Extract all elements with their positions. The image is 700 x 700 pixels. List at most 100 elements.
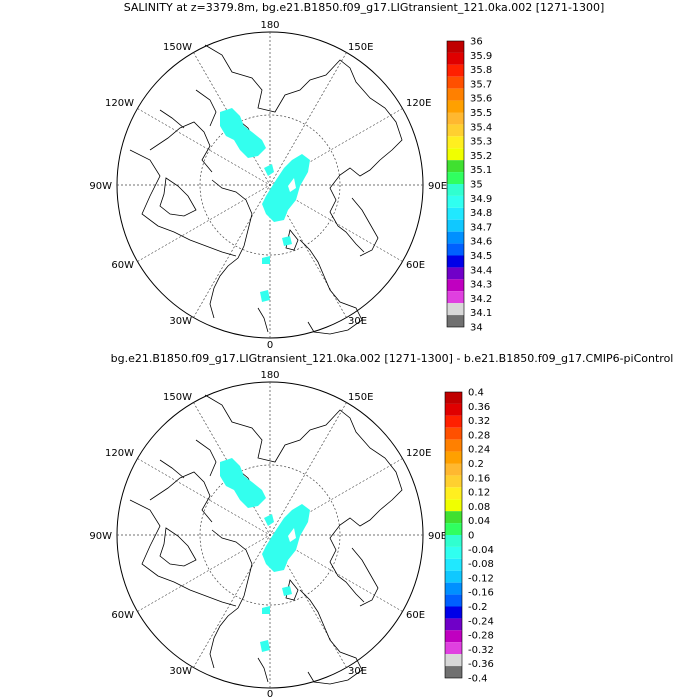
colorbar-tick-label: 35.1 [470, 165, 492, 176]
colorbar-tick-label: -0.08 [468, 559, 494, 570]
colorbar-swatch [447, 231, 464, 244]
colorbar-tick-label: -0.2 [468, 602, 488, 613]
colorbar-tick-label: 35.3 [470, 137, 492, 148]
colorbar-tick-label: 35.2 [470, 151, 492, 162]
colorbar-tick-label: 35.4 [470, 122, 492, 133]
colorbar-swatch [445, 582, 462, 595]
colorbar-tick-label: 0.24 [468, 445, 490, 456]
colorbar-swatch [447, 195, 464, 208]
colorbar-tick-label: 0 [468, 531, 474, 542]
graticule [117, 382, 423, 688]
colorbar-tick-label: 34.3 [470, 280, 492, 291]
colorbar-swatch [445, 487, 462, 500]
colorbar-tick-label: 0.36 [468, 402, 490, 413]
colorbar-swatch [447, 291, 464, 304]
colorbar: 0.4 0.36 0.32 0.28 0.24 0.2 0.16 0.12 0.08 0.04 0 -… [444, 388, 494, 685]
colorbar-tick-label: -0.28 [468, 631, 494, 642]
lon-label-90e: 90E [428, 181, 447, 192]
colorbar-tick-label: -0.32 [468, 645, 494, 656]
colorbar-swatch [445, 439, 462, 452]
lon-label-150e: 150E [348, 392, 373, 403]
polar-map: 180 150E 120E 90E 60E 30E 0 30W 60W 90W … [89, 20, 447, 351]
lon-labels: 180 150E 120E 90E 60E 30E 0 30W 60W 90W … [89, 20, 447, 351]
lon-label-30e: 30E [348, 666, 367, 677]
lon-label-30w: 30W [169, 666, 192, 677]
colorbar-tick-label: 0.28 [468, 430, 490, 441]
panel-title: SALINITY at z=3379.8m, bg.e21.B1850.f09_… [124, 1, 605, 14]
colorbar-frame [446, 40, 465, 328]
colorbar-swatch [445, 415, 462, 428]
colorbar-tick-label: -0.04 [468, 545, 494, 556]
coastlines [129, 394, 403, 685]
colorbar-swatch [447, 207, 464, 220]
colorbar-tick-label: -0.12 [468, 573, 494, 584]
colorbar-tick-label: -0.4 [468, 674, 488, 685]
colorbar-swatch [445, 570, 462, 583]
colorbar-swatch [447, 100, 464, 113]
polar-map: 180 150E 120E 90E 60E 30E 0 30W 60W 90W … [89, 370, 447, 700]
colorbar-tick-label: 0.32 [468, 416, 490, 427]
lon-labels: 180 150E 120E 90E 60E 30E 0 30W 60W 90W … [89, 370, 447, 700]
colorbar-tick-label: -0.36 [468, 659, 494, 670]
colorbar-swatch [447, 64, 464, 77]
colorbar-swatch [447, 219, 464, 232]
colorbar-tick-label: 35.5 [470, 108, 492, 119]
colorbar-swatch [447, 41, 464, 53]
colorbar-tick-label: 0.2 [468, 459, 484, 470]
colorbar-swatch [445, 666, 462, 678]
colorbar-swatch [445, 654, 462, 667]
lon-label-60w: 60W [111, 610, 134, 621]
colorbar-swatch [445, 451, 462, 464]
colorbar-tick-label: -0.16 [468, 588, 494, 599]
colorbar-swatch [445, 618, 462, 631]
salinity-patches [220, 108, 310, 302]
colorbar-swatch [445, 594, 462, 607]
lon-label-150w: 150W [163, 392, 192, 403]
colorbar-swatch [447, 136, 464, 149]
colorbar-tick-label: 0.16 [468, 473, 490, 484]
colorbar: 36 35.9 35.8 35.7 35.6 35.5 35.4 35.3 35.2 35.1 35… [446, 37, 492, 334]
colorbar-tick-label: 34.4 [470, 265, 492, 276]
colorbar-swatch [445, 392, 462, 404]
colorbar-swatch [445, 523, 462, 535]
lon-label-120e: 120E [406, 98, 431, 109]
colorbar-swatch [447, 184, 464, 196]
colorbar-tick-label: 0.08 [468, 502, 490, 513]
lon-label-30w: 30W [169, 316, 192, 327]
colorbar-swatch [445, 546, 462, 559]
colorbar-tick-label: 34.1 [470, 308, 492, 319]
colorbar-swatch [445, 558, 462, 571]
difference-hole [288, 528, 296, 542]
colorbar-tick-label: 34.6 [470, 237, 492, 248]
colorbar-swatch [447, 267, 464, 280]
lon-label-30e: 30E [348, 316, 367, 327]
colorbar-swatch [445, 499, 462, 512]
colorbar-swatch [445, 463, 462, 476]
lon-label-120w: 120W [105, 448, 134, 459]
colorbar-swatch [445, 403, 462, 416]
colorbar-swatch [447, 243, 464, 256]
colorbar-tick-label: 0.4 [468, 388, 484, 399]
colorbar-swatch [447, 303, 464, 316]
lon-label-90e: 90E [428, 531, 447, 542]
salinity-hole [288, 178, 296, 192]
colorbar-swatch [447, 160, 464, 173]
panel-bottom: bg.e21.B1850.f09_g17.LIGtransient_121.0k… [89, 352, 673, 700]
colorbar-tick-label: 34.7 [470, 222, 492, 233]
colorbar-frame [444, 391, 463, 679]
colorbar-swatch [445, 630, 462, 643]
colorbar-tick-label: 36 [470, 37, 483, 48]
colorbar-swatch [447, 279, 464, 292]
colorbar-tick-label: 35.9 [470, 51, 492, 62]
lon-label-150e: 150E [348, 42, 373, 53]
colorbar-swatch [447, 52, 464, 65]
colorbar-tick-label: 0.12 [468, 488, 490, 499]
panel-title: bg.e21.B1850.f09_g17.LIGtransient_121.0k… [111, 352, 674, 365]
colorbar-tick-label: 35.7 [470, 79, 492, 90]
lon-label-60e: 60E [406, 610, 425, 621]
lon-label-150w: 150W [163, 42, 192, 53]
lon-label-0: 0 [267, 340, 273, 351]
colorbar-tick-label: -0.24 [468, 616, 494, 627]
panel-top: SALINITY at z=3379.8m, bg.e21.B1850.f09_… [89, 1, 604, 351]
colorbar-swatch [447, 172, 464, 184]
